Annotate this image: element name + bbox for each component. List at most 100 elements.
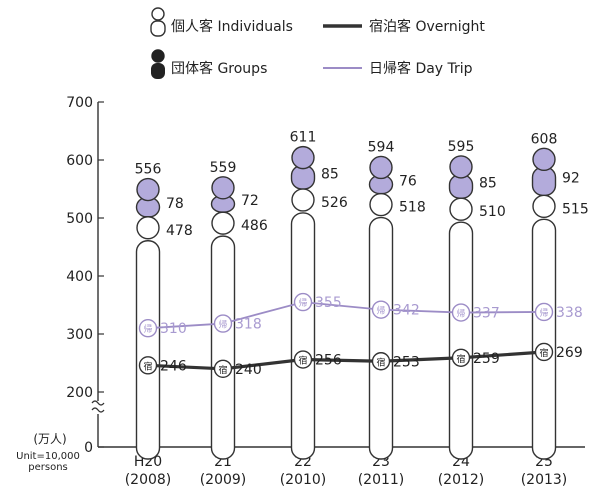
daytrip-marker-glyph: 帰 [218,319,227,331]
individuals-head [369,192,393,217]
unit-label-en-1: Unit=10,000 [16,451,80,462]
daytrip-marker-glyph: 帰 [143,323,152,335]
groups-value-label: 85 [479,176,497,192]
total-value-label: 594 [368,139,395,155]
groups-value-label: 76 [399,174,417,190]
overnight-marker-glyph: 宿 [539,347,548,359]
x-tick-year-label: (2010) [280,472,327,488]
overnight-point [213,359,233,378]
legend-groups: 団体客 Groups [151,49,267,79]
y-tick-label: 400 [66,269,93,285]
overnight-point [138,356,158,375]
legend-overnight: 宿泊客 Overnight [323,18,485,35]
axis-break-mark [91,407,105,413]
groups-bar [531,166,557,197]
total-value-label: 595 [448,139,475,155]
groups-value-label: 85 [321,166,339,182]
legend: 個人客 Individuals 団体客 Groups 宿泊客 Overnight… [150,7,485,79]
groups-head [369,155,393,180]
individuals-head [291,188,315,212]
individuals-bar [210,235,236,460]
overnight-value-label: 253 [393,354,420,370]
daytrip-point [371,300,391,319]
individuals-head [136,216,160,240]
overnight-marker-glyph: 宿 [143,360,152,372]
overnight-point [451,348,471,367]
unit-label: (万人) Unit=10,000 persons [16,432,80,473]
legend-overnight-label: 宿泊客 Overnight [369,18,485,35]
individuals-value-label: 478 [166,223,193,239]
overnight-value-label: 240 [235,362,262,378]
legend-groups-label: 団体客 Groups [171,60,267,77]
legend-individuals: 個人客 Individuals [150,7,293,37]
overnight-value-label: 259 [473,351,500,367]
overnight-marker-glyph: 宿 [298,355,307,367]
total-value-label: 611 [290,130,317,146]
legend-daytrip: 日帰客 Day Trip [323,60,473,77]
individual-icon-head [151,7,165,21]
group-icon-body [151,63,165,79]
unit-label-en-2: persons [28,462,68,473]
individuals-value-label: 526 [321,195,348,211]
daytrip-point [213,314,233,333]
overnight-point [293,350,313,369]
y-tick-label: 600 [66,153,93,169]
individuals-bar [135,240,161,460]
daytrip-point [534,302,554,322]
x-tick-year-label: (2011) [358,472,405,488]
daytrip-value-label: 338 [556,305,583,321]
x-tick-year-label: (2012) [438,472,485,488]
overnight-marker-glyph: 宿 [456,353,465,365]
individuals-bar [368,216,394,460]
data-labels: 宿 246 宿 240 宿 256 宿 253 宿 259 宿 269 帰 310 帰 318 帰 355 帰 342… [135,130,589,378]
legend-individuals-label: 個人客 Individuals [171,18,293,35]
groups-head [291,145,315,170]
daytrip-marker-glyph: 帰 [539,307,548,319]
individuals-value-label: 510 [479,204,506,220]
daytrip-point [293,292,313,312]
overnight-value-label: 269 [556,345,583,361]
overnight-marker-glyph: 宿 [376,356,385,368]
daytrip-value-label: 337 [473,306,500,322]
y-tick-label: 0 [84,440,93,456]
groups-head [532,147,556,172]
individual-icon-body [150,20,166,37]
groups-head [449,155,473,179]
daytrip-marker-glyph: 帰 [376,305,385,317]
daytrip-line [147,301,545,330]
x-tick-year-label: (2009) [200,472,247,488]
unit-label-jp: (万人) [33,432,66,446]
individuals-value-label: 518 [399,200,426,216]
overnight-point [371,352,391,371]
groups-value-label: 72 [241,193,259,209]
total-value-label: 559 [210,160,237,176]
x-tick-year-label: (2013) [521,472,568,488]
daytrip-value-label: 318 [235,317,262,333]
daytrip-point [138,319,158,338]
individuals-head [532,194,556,219]
overnight-value-label: 246 [160,358,187,374]
groups-value-label: 92 [562,170,580,186]
daytrip-value-label: 310 [160,321,187,337]
overnight-value-label: 256 [315,353,342,369]
daytrip-value-label: 355 [315,295,342,311]
total-value-label: 556 [135,162,162,178]
daytrip-point [451,303,471,322]
series-lines [147,301,545,371]
axis-break-mark [91,400,105,406]
individuals-head [211,211,235,235]
individuals-value-label: 515 [562,201,589,217]
daytrip-marker-glyph: 帰 [456,308,465,320]
individuals-value-label: 486 [241,218,268,234]
x-tick-label: H20 [134,454,162,470]
daytrip-marker-glyph: 帰 [298,297,307,309]
bars [135,145,557,460]
y-tick-label: 300 [66,327,93,343]
individuals-bar [448,221,474,460]
y-tick-label: 700 [66,95,93,111]
individuals-bar [531,218,557,460]
groups-value-label: 78 [166,196,184,212]
groups-head [211,176,235,200]
